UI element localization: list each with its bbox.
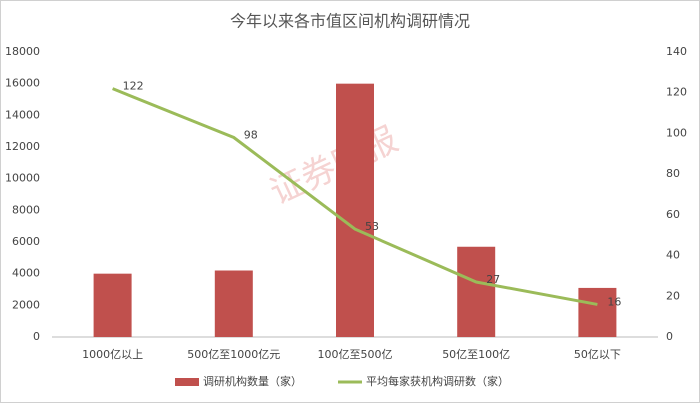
data-label: 53 [365,220,379,233]
data-label: 98 [244,129,258,142]
bar [578,287,617,337]
y2-tick-label: 0 [666,330,673,343]
y-tick-label: 6000 [12,235,40,248]
line [112,87,598,306]
y-tick-label: 8000 [12,203,40,216]
data-label: 27 [486,273,500,286]
y-tick-label: 14000 [5,108,40,121]
y-tick-label: 2000 [12,298,40,311]
y-tick-label: 18000 [5,45,40,58]
data-label: 16 [607,295,621,308]
x-tick-label: 50亿以下 [574,348,621,361]
chart-title: 今年以来各市值区间机构调研情况 [230,12,470,31]
y2-tick-label: 60 [666,208,680,221]
y-tick-label: 10000 [5,172,40,185]
y2-tick-label: 120 [666,86,687,99]
bar [336,83,374,338]
y-tick-label: 16000 [5,77,40,90]
legend-swatch [175,378,199,386]
bar [93,273,132,337]
x-tick-label: 500亿至1000亿元 [187,348,280,361]
data-label: 122 [123,80,144,93]
legend-label: 平均每家获机构调研数（家） [366,374,509,388]
legend-label: 调研机构数量（家） [203,374,302,388]
x-tick-label: 100亿至500亿 [318,348,393,361]
y2-tick-label: 100 [666,126,687,139]
y2-tick-label: 140 [666,45,687,58]
y-tick-label: 12000 [5,140,40,153]
y2-tick-label: 20 [666,289,680,302]
bar [214,270,253,337]
bar [457,246,496,337]
x-tick-label: 50亿至100亿 [442,348,510,361]
y-tick-label: 0 [33,330,40,343]
x-tick-label: 1000亿以上 [82,348,143,361]
y-tick-label: 4000 [12,267,40,280]
y2-tick-label: 40 [666,249,680,262]
y2-tick-label: 80 [666,167,680,180]
